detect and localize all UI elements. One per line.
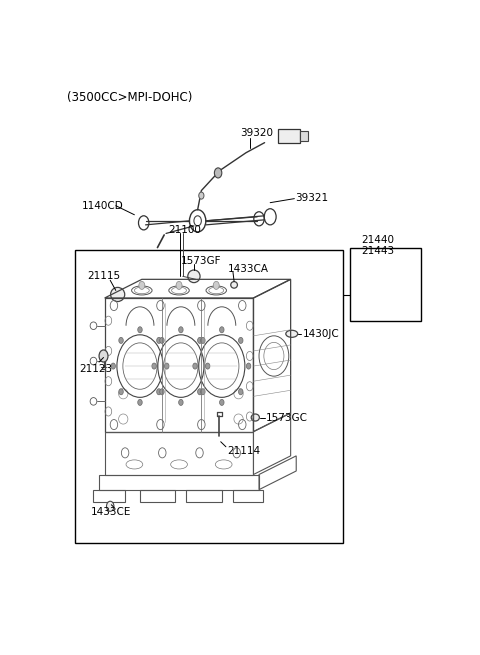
Circle shape <box>165 363 169 369</box>
Text: 21100: 21100 <box>168 225 202 235</box>
Circle shape <box>193 363 197 369</box>
Text: 39320: 39320 <box>240 128 274 138</box>
Text: 1433CE: 1433CE <box>91 508 131 517</box>
Text: 1140CD: 1140CD <box>82 200 123 211</box>
Text: 1573GC: 1573GC <box>266 413 308 422</box>
Ellipse shape <box>286 330 298 337</box>
Bar <box>277 129 300 143</box>
Circle shape <box>179 400 183 405</box>
Circle shape <box>205 363 210 369</box>
Circle shape <box>99 350 108 362</box>
Circle shape <box>213 282 219 290</box>
Text: 1430JC: 1430JC <box>302 329 339 339</box>
Ellipse shape <box>360 276 374 299</box>
Text: 1433CA: 1433CA <box>228 264 269 274</box>
Circle shape <box>119 337 123 343</box>
Circle shape <box>201 337 205 343</box>
Text: 21443: 21443 <box>361 246 395 256</box>
Circle shape <box>160 337 164 343</box>
Circle shape <box>119 388 123 395</box>
Text: (3500CC>MPI-DOHC): (3500CC>MPI-DOHC) <box>67 91 193 104</box>
Text: 21115: 21115 <box>87 271 120 281</box>
Circle shape <box>176 282 182 290</box>
Bar <box>350 248 421 321</box>
Text: 21440: 21440 <box>361 235 395 245</box>
Circle shape <box>138 400 142 405</box>
Ellipse shape <box>357 271 377 304</box>
Circle shape <box>160 388 164 395</box>
Ellipse shape <box>251 414 259 421</box>
Circle shape <box>219 327 224 333</box>
Circle shape <box>152 363 156 369</box>
Circle shape <box>239 337 243 343</box>
Circle shape <box>246 363 251 369</box>
Circle shape <box>215 168 222 178</box>
Text: 21123: 21123 <box>79 364 112 373</box>
Circle shape <box>179 327 183 333</box>
Circle shape <box>219 400 224 405</box>
Circle shape <box>201 388 205 395</box>
Ellipse shape <box>379 279 392 301</box>
Ellipse shape <box>188 270 200 282</box>
Text: 1573GF: 1573GF <box>181 256 221 266</box>
Bar <box>75 250 343 542</box>
Circle shape <box>198 337 202 343</box>
Circle shape <box>156 337 161 343</box>
Circle shape <box>198 388 202 395</box>
Circle shape <box>239 388 243 395</box>
Circle shape <box>199 192 204 199</box>
Text: 39321: 39321 <box>296 193 329 202</box>
Ellipse shape <box>231 282 238 288</box>
Bar <box>300 131 308 141</box>
Circle shape <box>156 388 161 395</box>
Circle shape <box>139 282 145 290</box>
Circle shape <box>107 501 114 512</box>
Ellipse shape <box>110 288 125 301</box>
Circle shape <box>111 363 115 369</box>
Circle shape <box>138 327 142 333</box>
Text: 21114: 21114 <box>228 446 261 456</box>
Ellipse shape <box>376 275 395 306</box>
